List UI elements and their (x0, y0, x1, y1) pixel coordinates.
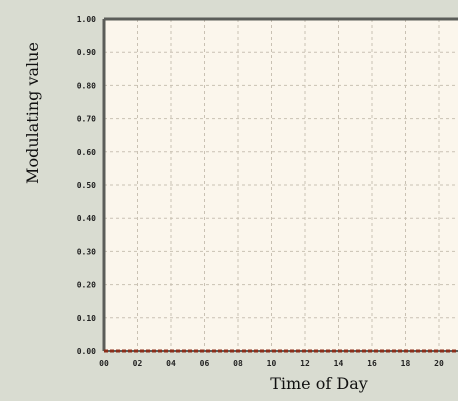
x-tick-label: 16 (367, 359, 377, 368)
y-tick-label: 0.10 (77, 314, 96, 323)
y-tick-label: 0.60 (77, 148, 96, 157)
grid-lines (104, 19, 458, 351)
x-tick-label: 12 (300, 359, 310, 368)
y-tick-label: 1.00 (77, 15, 96, 24)
x-tick-label: 06 (200, 359, 210, 368)
x-tick-label: 00 (99, 359, 109, 368)
x-tick-label: 02 (133, 359, 143, 368)
x-tick-labels: 000204060810121416182022 (99, 359, 444, 368)
y-tick-label: 0.00 (77, 347, 96, 356)
x-tick-label: 14 (334, 359, 344, 368)
y-tick-label: 0.70 (77, 115, 96, 124)
y-axis-label: Modulating value (23, 42, 42, 184)
x-tick-label: 08 (233, 359, 243, 368)
y-tick-labels: 0.00 0.10 0.20 0.30 0.40 0.50 0.60 0.70 0.80 0.90… (77, 15, 96, 356)
y-tick-label: 0.40 (77, 214, 96, 223)
x-tick-label: 20 (434, 359, 444, 368)
x-axis-label: Time of Day (270, 374, 368, 393)
y-tick-label: 0.30 (77, 247, 96, 256)
y-tick-label: 0.80 (77, 81, 96, 90)
x-tick-label: 18 (401, 359, 411, 368)
x-tick-label: 04 (166, 359, 176, 368)
y-tick-label: 0.90 (77, 48, 96, 57)
y-tick-label: 0.20 (77, 281, 96, 290)
y-tick-label: 0.50 (77, 181, 96, 190)
x-tick-label: 10 (267, 359, 277, 368)
